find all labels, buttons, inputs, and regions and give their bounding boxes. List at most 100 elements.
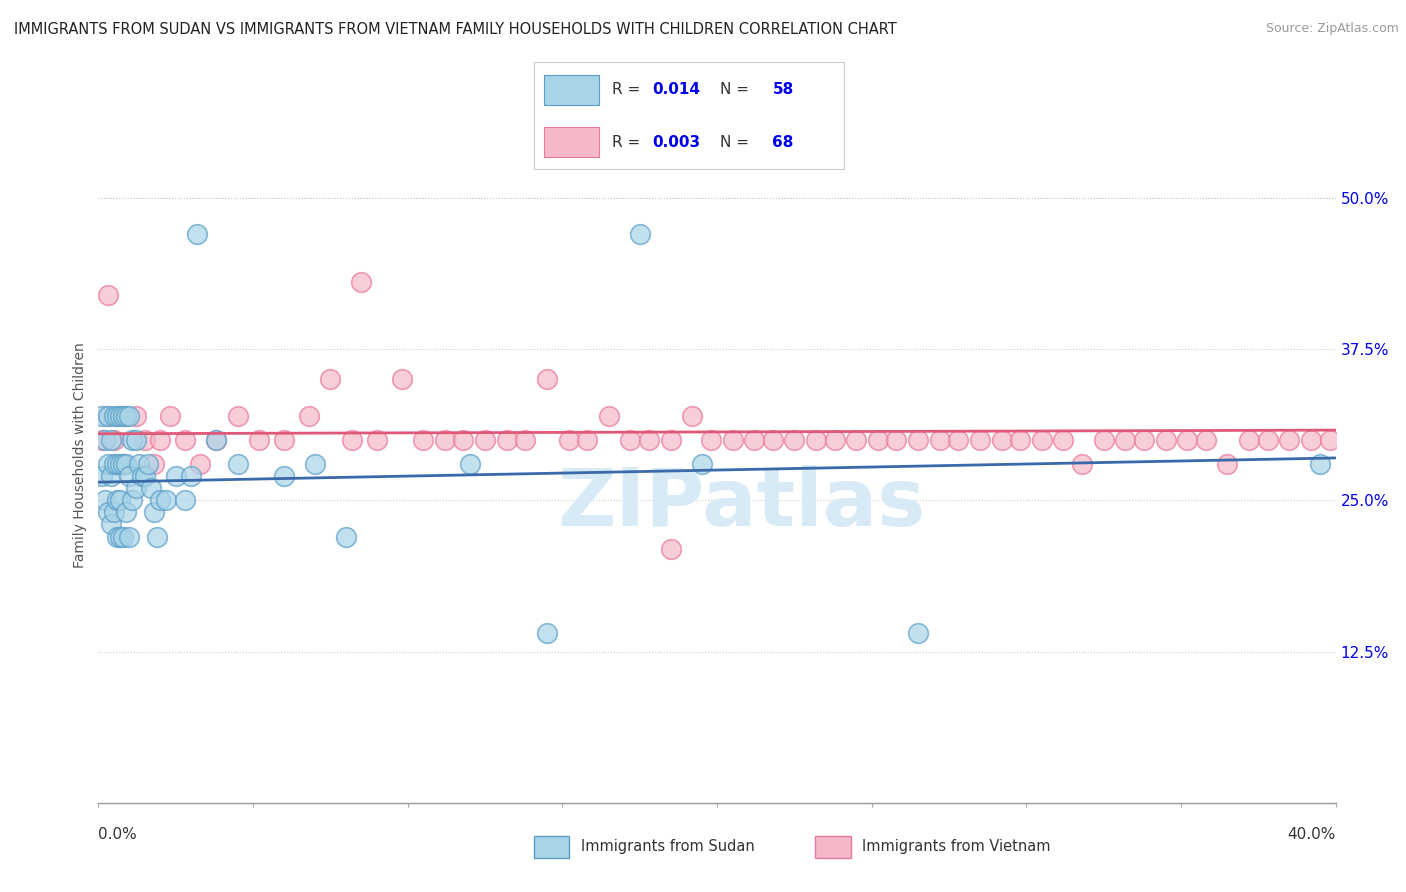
Point: [273, 433, 295, 447]
Text: N =: N =: [720, 135, 749, 150]
Y-axis label: Family Households with Children: Family Households with Children: [73, 342, 87, 568]
Point: [1299, 433, 1322, 447]
Text: IMMIGRANTS FROM SUDAN VS IMMIGRANTS FROM VIETNAM FAMILY HOUSEHOLDS WITH CHILDREN: IMMIGRANTS FROM SUDAN VS IMMIGRANTS FROM…: [14, 22, 897, 37]
Text: R =: R =: [612, 135, 645, 150]
Point: [969, 433, 991, 447]
Point: [304, 457, 326, 471]
Point: [762, 433, 785, 447]
Point: [1319, 433, 1341, 447]
Point: [576, 433, 599, 447]
Point: [115, 505, 138, 519]
Point: [105, 409, 128, 423]
Bar: [544, 127, 599, 157]
Point: [458, 457, 481, 471]
Point: [1092, 433, 1115, 447]
Point: [100, 469, 122, 483]
Point: [149, 433, 172, 447]
Point: [93, 493, 115, 508]
Point: [335, 530, 357, 544]
Point: [990, 433, 1012, 447]
Point: [598, 409, 620, 423]
Point: [474, 433, 496, 447]
Point: [247, 433, 270, 447]
Point: [149, 493, 172, 508]
Point: [112, 530, 135, 544]
Point: [108, 530, 131, 544]
Text: 0.003: 0.003: [652, 135, 700, 150]
Point: [273, 469, 295, 483]
Point: [804, 433, 827, 447]
Point: [100, 517, 122, 532]
Point: [121, 493, 143, 508]
Text: Immigrants from Vietnam: Immigrants from Vietnam: [862, 839, 1050, 855]
Point: [97, 505, 120, 519]
Point: [180, 469, 202, 483]
Point: [136, 457, 159, 471]
Point: [112, 409, 135, 423]
Point: [1154, 433, 1177, 447]
Point: [226, 457, 249, 471]
Point: [143, 457, 166, 471]
Point: [1257, 433, 1279, 447]
Point: [128, 457, 150, 471]
Point: [628, 227, 651, 241]
Point: [1031, 433, 1053, 447]
Point: [93, 433, 115, 447]
Point: [453, 433, 475, 447]
Text: 58: 58: [772, 82, 794, 97]
Point: [112, 457, 135, 471]
Point: [186, 227, 208, 241]
Point: [143, 505, 166, 519]
Point: [1237, 433, 1260, 447]
Point: [97, 287, 120, 301]
Point: [165, 469, 187, 483]
Bar: [544, 75, 599, 105]
Point: [108, 493, 131, 508]
Text: R =: R =: [612, 82, 645, 97]
Point: [1114, 433, 1136, 447]
Text: 0.014: 0.014: [652, 82, 700, 97]
Text: Source: ZipAtlas.com: Source: ZipAtlas.com: [1265, 22, 1399, 36]
Point: [103, 505, 125, 519]
Point: [90, 409, 112, 423]
Point: [134, 433, 156, 447]
Point: [112, 457, 135, 471]
Point: [226, 409, 249, 423]
Point: [97, 457, 120, 471]
Point: [1010, 433, 1032, 447]
Point: [824, 433, 846, 447]
Point: [742, 433, 765, 447]
Point: [515, 433, 537, 447]
Point: [155, 493, 177, 508]
Point: [886, 433, 908, 447]
Point: [700, 433, 723, 447]
Point: [298, 409, 321, 423]
Point: [319, 372, 342, 386]
Point: [1278, 433, 1301, 447]
Point: [1133, 433, 1156, 447]
Point: [412, 433, 434, 447]
Point: [105, 530, 128, 544]
Point: [108, 409, 131, 423]
Point: [681, 409, 703, 423]
Point: [350, 276, 373, 290]
Point: [536, 626, 558, 640]
Text: 68: 68: [772, 135, 794, 150]
Point: [124, 433, 146, 447]
Point: [190, 457, 212, 471]
Point: [90, 469, 112, 483]
Point: [174, 433, 197, 447]
Point: [638, 433, 661, 447]
Point: [1216, 457, 1239, 471]
Point: [391, 372, 413, 386]
Point: [103, 409, 125, 423]
Point: [557, 433, 579, 447]
Point: [105, 493, 128, 508]
Point: [1052, 433, 1074, 447]
Point: [1195, 433, 1218, 447]
Point: [100, 433, 122, 447]
Point: [139, 481, 162, 495]
Point: [118, 530, 141, 544]
Point: [174, 493, 197, 508]
Point: [97, 409, 120, 423]
